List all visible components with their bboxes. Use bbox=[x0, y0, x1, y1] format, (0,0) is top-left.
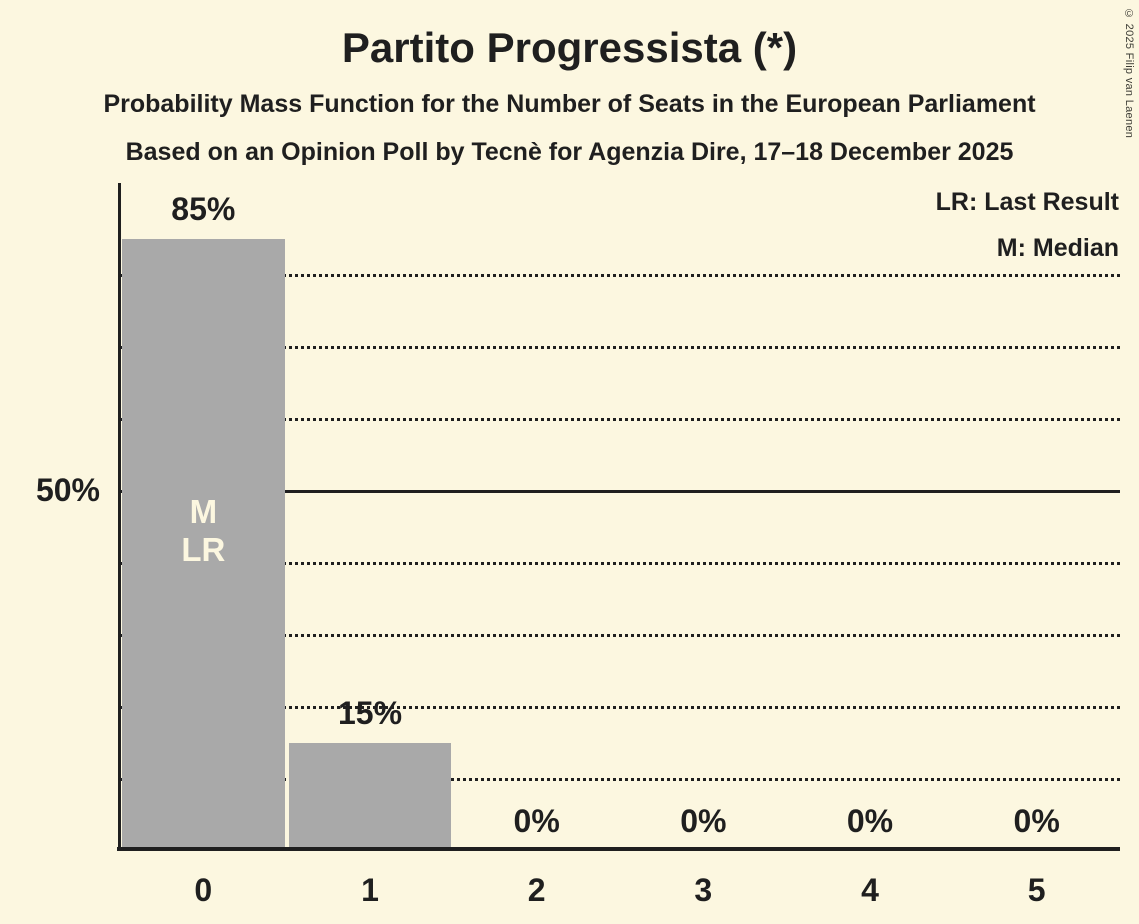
bar-value-label-2: 0% bbox=[513, 803, 560, 839]
median-last-result-annotation: M LR bbox=[133, 493, 273, 569]
x-tick-label-5: 5 bbox=[1027, 872, 1046, 908]
gridline-20pct bbox=[120, 705, 1120, 709]
bar-seats-1 bbox=[288, 743, 452, 851]
legend: LR: Last Result M: Median bbox=[936, 179, 1119, 271]
bar-value-label-1: 15% bbox=[337, 695, 403, 731]
annotation-line-lr: LR bbox=[181, 531, 226, 568]
legend-median: M: Median bbox=[996, 234, 1119, 262]
majority-line-50pct bbox=[120, 489, 1120, 493]
x-tick-label-2: 2 bbox=[527, 872, 546, 908]
bar-seats-0 bbox=[122, 239, 285, 851]
x-axis-line bbox=[117, 847, 1120, 851]
annotation-line-m: M bbox=[189, 493, 218, 530]
x-tick-label-1: 1 bbox=[361, 872, 379, 908]
chart-title: Partito Progressista (*) bbox=[341, 24, 798, 71]
y-axis-line bbox=[118, 183, 121, 851]
chart-subtitle-source: Based on an Opinion Poll by Tecnè for Ag… bbox=[125, 138, 1014, 166]
gridline-40pct bbox=[120, 561, 1120, 565]
gridline-70pct bbox=[120, 345, 1120, 349]
x-tick-label-3: 3 bbox=[694, 872, 713, 908]
gridline-10pct bbox=[120, 777, 1120, 781]
legend-last-result: LR: Last Result bbox=[935, 188, 1119, 216]
bar-value-label-4: 0% bbox=[846, 803, 894, 839]
gridline-80pct bbox=[120, 273, 1120, 277]
bar-value-label-5: 0% bbox=[1013, 803, 1060, 839]
bar-value-label-3: 0% bbox=[680, 803, 727, 839]
y-axis-label-50pct: 50% bbox=[35, 472, 100, 508]
chart-subtitle: Probability Mass Function for the Number… bbox=[103, 90, 1036, 118]
bar-value-label-0: 85% bbox=[171, 191, 236, 227]
x-tick-label-0: 0 bbox=[194, 872, 213, 908]
x-tick-label-4: 4 bbox=[861, 872, 879, 908]
gridline-60pct bbox=[120, 417, 1120, 421]
gridline-30pct bbox=[120, 633, 1120, 637]
copyright-notice: © 2025 Filip van Laenen bbox=[1123, 8, 1135, 139]
